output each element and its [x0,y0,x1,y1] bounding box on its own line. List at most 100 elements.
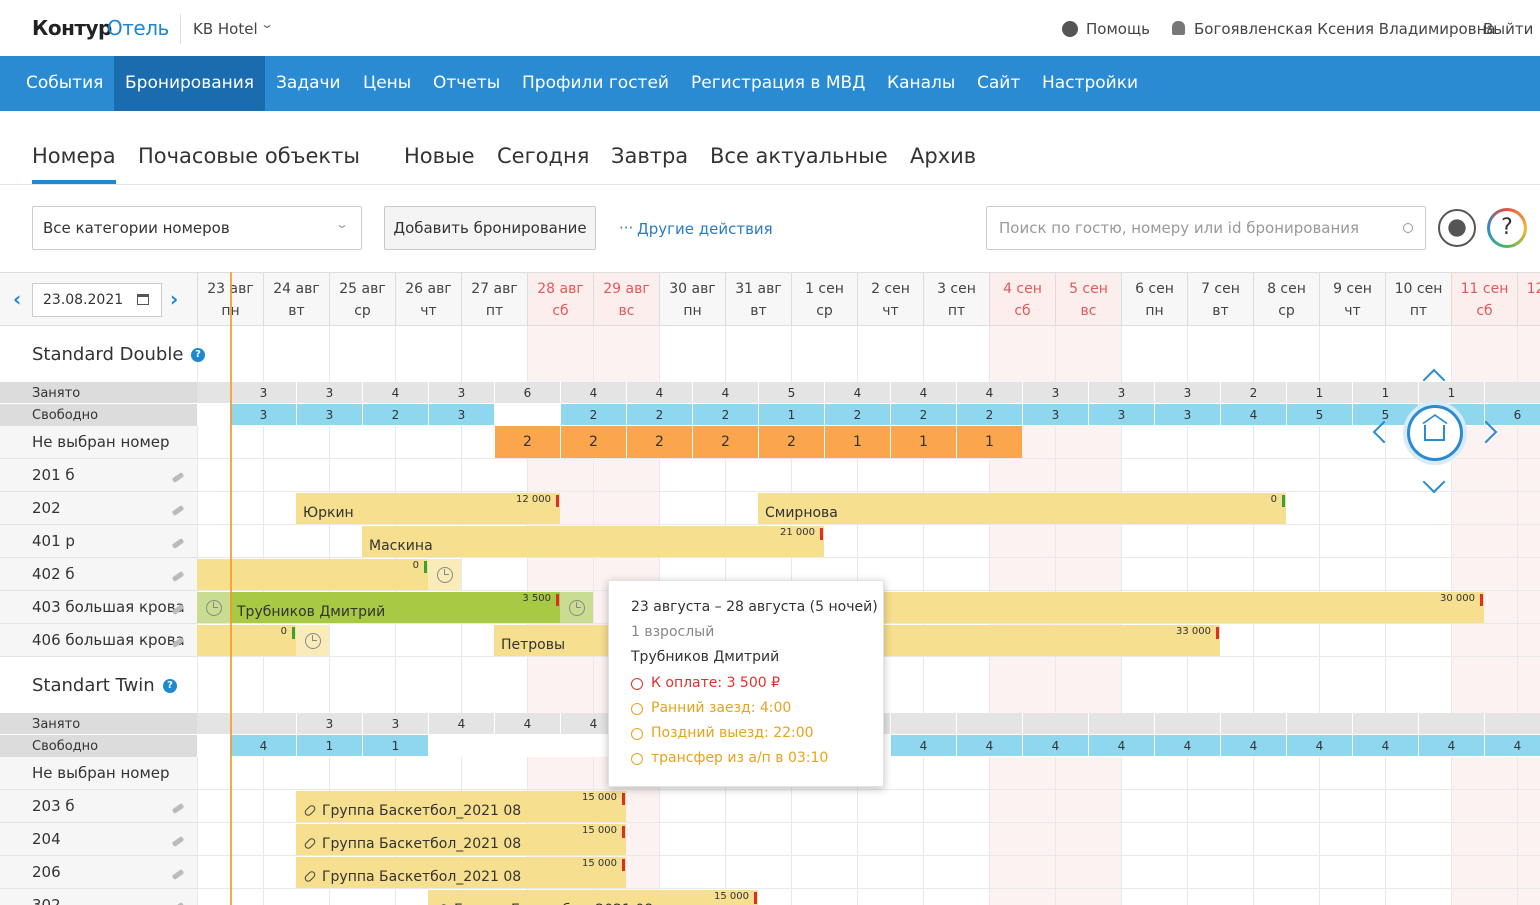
day-weekday: пт [947,303,966,319]
category-select[interactable]: Все категории номеров [32,206,362,250]
nav-item[interactable]: Профили гостей [522,73,669,93]
nav-item[interactable]: События [26,73,104,93]
unassigned-cell: 1 [824,426,890,458]
booking[interactable]: 0 [197,559,428,590]
day-header: 10 сен пт [1385,273,1451,325]
day-header: 29 авг вс [593,273,659,325]
tab[interactable]: Номера [32,144,116,168]
cleaning-icon[interactable] [172,601,186,615]
late-checkout[interactable] [296,625,329,656]
cleaning-icon[interactable] [172,800,186,814]
divider [180,14,181,44]
day-date: 7 сен [1201,281,1240,297]
free-cell: 4 [1022,735,1088,757]
occupied-cell: 4 [824,382,890,404]
day-date: 26 авг [405,281,452,297]
booking[interactable]: Маскина 21 000 [362,526,824,557]
cleaning-icon[interactable] [172,866,186,880]
unassigned-cell: 1 [956,426,1022,458]
cleaning-icon[interactable] [172,502,186,516]
booking[interactable]: Группа Баскетбол_2021 08 15 000 [296,857,626,888]
print-button[interactable] [1438,209,1476,247]
cleaning-icon[interactable] [172,833,186,847]
hotel-select[interactable]: KB Hotel [193,20,258,38]
occupied-cell [1088,713,1154,735]
nav-item[interactable]: Отчеты [433,73,501,93]
search-input[interactable]: Поиск по гостю, номеру или id бронирован… [986,206,1426,250]
row-border [197,491,1540,492]
occupied-cell [230,713,296,735]
cleaning-icon[interactable] [172,899,186,905]
payment-marker [622,859,625,871]
booking[interactable]: Группа Баскетбол_2021 08 15 000 [428,890,758,905]
occupied-cell [1220,713,1286,735]
next-arrow[interactable]: › [170,287,179,311]
occupied-cell [1352,713,1418,735]
tab[interactable]: Сегодня [497,144,590,168]
tab[interactable]: Все актуальные [710,144,888,168]
occupied-cell: 3 [230,382,296,404]
tab[interactable]: Завтра [611,144,689,168]
tab[interactable]: Почасовые объекты [138,144,360,168]
nav-item[interactable]: Цены [363,73,412,93]
add-button[interactable]: Добавить бронирование [384,206,596,250]
nav-item[interactable]: Регистрация в МВД [691,73,866,93]
day-date: 29 авг [603,281,650,297]
late-checkout[interactable] [428,559,461,590]
room-label: 403 большая крова [0,591,197,624]
nav-item[interactable]: Настройки [1042,73,1139,93]
nav-item[interactable]: Сайт [977,73,1021,93]
prev-arrow[interactable]: ‹ [13,287,22,311]
booking[interactable]: Трубников Дмитрий 3 500 [230,592,560,623]
tooltip-guests: 1 взрослый [631,624,715,641]
amount: 15 000 [582,792,617,803]
occupied-cell: 3 [1088,382,1154,404]
today-line [230,272,232,905]
nav-item[interactable]: Каналы [887,73,956,93]
tab[interactable]: Новые [404,144,475,168]
day-weekday: ср [354,303,371,319]
free-cell: 4 [1286,735,1352,757]
date-input[interactable]: 23.08.2021 [32,283,162,317]
more-actions[interactable]: Другие действия [619,219,773,238]
nav-item[interactable]: Задачи [276,73,341,93]
day-header: 6 сен пн [1121,273,1187,325]
booking[interactable]: 0 [197,625,296,656]
help-link[interactable]: Помощь [1086,20,1150,38]
occupied-cell: 3 [1154,382,1220,404]
cleaning-icon[interactable] [172,568,186,582]
booking[interactable]: Смирнова 0 [758,493,1286,524]
day-weekday: вт [1212,303,1229,319]
nav-item[interactable]: Бронирования [114,56,266,111]
guest-name: Петровы [501,637,566,653]
booking[interactable]: Группа Баскетбол_2021 08 15 000 [296,791,626,822]
cleaning-icon[interactable] [172,535,186,549]
tab[interactable]: Архив [910,144,977,168]
category-help: ? [163,679,177,693]
day-date: 5 сен [1069,281,1108,297]
room-label: 201 б [0,459,197,492]
row-border [197,458,1540,459]
cleaning-icon[interactable] [172,469,186,483]
early-checkin[interactable] [197,592,230,623]
payment-marker [556,495,559,507]
day-header: 24 авг вт [263,273,329,325]
room-label: 401 р [0,525,197,558]
late-checkout[interactable] [560,592,593,623]
amount: 12 000 [516,494,551,505]
day-weekday: ср [816,303,833,319]
amount: 0 [280,626,287,637]
booking[interactable]: Группа Баскетбол_2021 08 15 000 [296,824,626,855]
logout[interactable]: Выйти [1483,20,1534,38]
user-name[interactable]: Богоявленская Ксения Владимировна [1194,20,1496,38]
booking[interactable]: Юркин 12 000 [296,493,560,524]
caret: ⌄ [259,17,275,31]
day-weekday: чт [882,303,899,319]
guest-name: Смирнова [765,505,838,521]
free-cell: 2 [824,404,890,426]
day-header: 3 сен пт [923,273,989,325]
nav-home[interactable] [1407,405,1463,461]
day-date: 31 авг [735,281,782,297]
cleaning-icon[interactable] [172,634,186,648]
